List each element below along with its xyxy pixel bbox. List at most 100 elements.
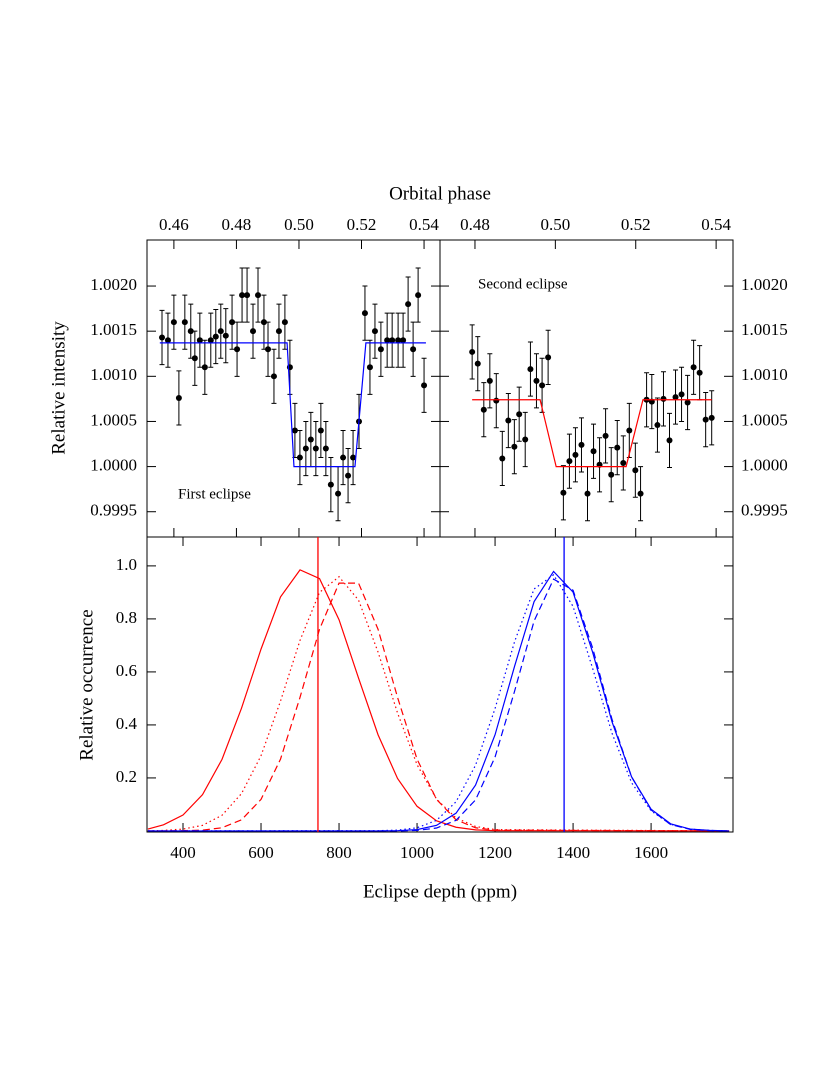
y-axis-label: Relative occurrence xyxy=(76,609,97,760)
data-point xyxy=(539,382,546,389)
data-point xyxy=(296,454,303,461)
data-point xyxy=(275,328,282,335)
data-point xyxy=(499,455,506,462)
data-line xyxy=(147,570,730,832)
y-tick-label: 0.9995 xyxy=(741,501,788,520)
data-point xyxy=(187,328,194,335)
data-point xyxy=(229,319,236,326)
data-point xyxy=(164,337,171,344)
y-tick-label: 1.0015 xyxy=(90,320,137,339)
data-point xyxy=(260,319,267,326)
data-point xyxy=(181,319,188,326)
x-axis-label: Orbital phase xyxy=(389,183,491,204)
y-tick-label: 0.6 xyxy=(116,661,137,680)
data-point xyxy=(270,373,277,380)
data-point xyxy=(505,417,512,424)
data-point xyxy=(327,481,334,488)
data-point xyxy=(170,319,177,326)
data-point xyxy=(191,355,198,362)
data-point xyxy=(666,437,673,444)
annotation: Second eclipse xyxy=(478,276,568,292)
x-tick-label: 1000 xyxy=(400,843,434,862)
data-point xyxy=(317,427,324,434)
data-line xyxy=(147,575,730,832)
data-point xyxy=(212,333,219,340)
data-point xyxy=(335,490,342,497)
data-point xyxy=(322,445,329,452)
x-tick-label: 1400 xyxy=(556,843,590,862)
data-point xyxy=(201,364,208,371)
data-point xyxy=(361,310,368,317)
data-point xyxy=(708,414,715,421)
x-axis-label: Eclipse depth (ppm) xyxy=(363,881,517,902)
x-tick-label: 1600 xyxy=(634,843,668,862)
data-line xyxy=(147,582,730,832)
data-point xyxy=(244,292,251,299)
data-point xyxy=(527,366,534,373)
x-tick-label: 0.50 xyxy=(284,215,314,234)
data-point xyxy=(602,432,609,439)
x-tick-label: 0.48 xyxy=(460,215,490,234)
data-point xyxy=(486,377,493,384)
x-tick-label: 600 xyxy=(248,843,274,862)
data-point xyxy=(684,399,691,406)
data-point xyxy=(395,337,402,344)
data-point xyxy=(312,445,319,452)
y-tick-label: 1.0005 xyxy=(741,410,788,429)
data-point xyxy=(654,422,661,429)
data-point xyxy=(175,394,182,401)
data-point xyxy=(620,459,627,466)
data-point xyxy=(291,427,298,434)
data-point xyxy=(159,334,166,341)
data-point xyxy=(678,391,685,398)
x-tick-label: 0.54 xyxy=(409,215,439,234)
y-tick-label: 0.8 xyxy=(116,608,137,627)
data-point xyxy=(474,360,481,367)
plot-frame xyxy=(146,536,734,833)
data-point xyxy=(626,427,633,434)
data-point xyxy=(660,395,667,402)
data-point xyxy=(281,319,288,326)
data-line xyxy=(472,399,712,468)
data-point xyxy=(207,337,214,344)
x-tick-label: 0.54 xyxy=(701,215,731,234)
x-tick-label: 0.48 xyxy=(222,215,252,234)
data-point xyxy=(533,377,540,384)
data-point xyxy=(566,458,573,465)
data-point xyxy=(340,454,347,461)
y-tick-label: 1.0000 xyxy=(90,455,137,474)
data-point xyxy=(217,328,224,335)
x-tick-label: 400 xyxy=(170,843,196,862)
data-point xyxy=(702,416,709,423)
data-point xyxy=(511,443,518,450)
y-tick-label: 1.0020 xyxy=(741,275,788,294)
data-point xyxy=(516,411,523,418)
x-tick-label: 0.52 xyxy=(621,215,651,234)
data-point xyxy=(614,444,621,451)
y-tick-label: 1.0010 xyxy=(741,365,788,384)
data-point xyxy=(400,337,407,344)
x-tick-label: 800 xyxy=(326,843,352,862)
data-point xyxy=(522,436,529,443)
data-point xyxy=(366,364,373,371)
data-point xyxy=(637,490,644,497)
y-tick-label: 1.0010 xyxy=(90,365,137,384)
data-point xyxy=(590,448,597,455)
data-point xyxy=(377,346,384,353)
y-tick-label: 0.4 xyxy=(116,714,138,733)
data-point xyxy=(469,348,476,355)
data-point xyxy=(421,382,428,389)
x-tick-label: 1200 xyxy=(478,843,512,862)
data-point xyxy=(584,490,591,497)
data-point xyxy=(239,292,246,299)
y-tick-label: 1.0000 xyxy=(741,455,788,474)
y-axis-label: Relative intensity xyxy=(48,321,69,455)
y-tick-label: 0.9995 xyxy=(90,501,137,520)
y-tick-label: 1.0015 xyxy=(741,320,788,339)
y-tick-label: 1.0005 xyxy=(90,410,137,429)
x-tick-label: 0.46 xyxy=(159,215,189,234)
data-point xyxy=(371,328,378,335)
data-line xyxy=(147,578,730,832)
data-point xyxy=(265,346,272,353)
